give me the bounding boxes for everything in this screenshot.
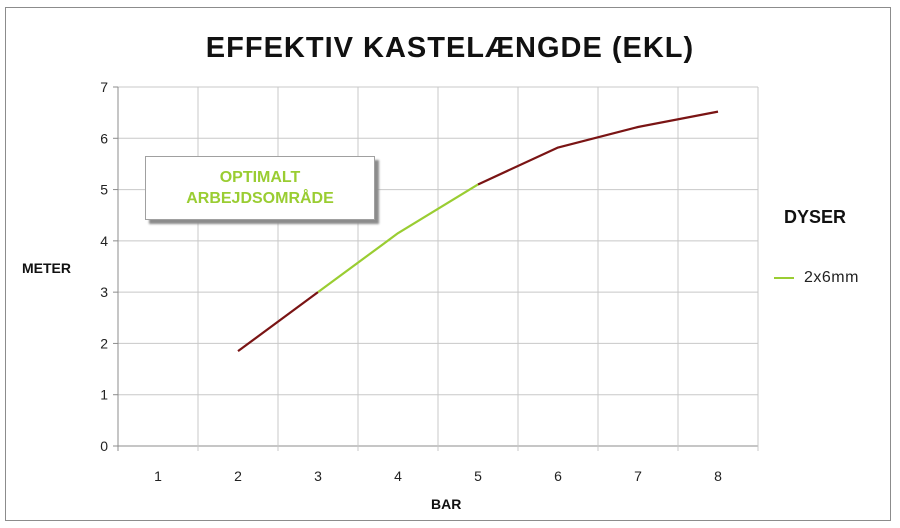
series-line-segment bbox=[317, 183, 479, 294]
y-tick-label: 7 bbox=[100, 79, 108, 95]
y-tick-label: 2 bbox=[100, 335, 108, 351]
x-tick-label: 7 bbox=[634, 468, 642, 484]
x-tick-label: 2 bbox=[234, 468, 242, 484]
y-axis-label: METER bbox=[22, 260, 71, 276]
y-tick-label: 6 bbox=[100, 130, 108, 146]
x-tick-label: 8 bbox=[714, 468, 722, 484]
series-line-segment bbox=[477, 110, 719, 186]
chart-title: EFFEKTIV KASTELÆNGDE (EKL) bbox=[205, 32, 695, 64]
y-tick-label: 1 bbox=[100, 387, 108, 403]
x-tick-label: 1 bbox=[154, 468, 162, 484]
legend-label: 2x6mm bbox=[804, 269, 859, 286]
x-tick-label: 5 bbox=[474, 468, 482, 484]
annotation-line-1: OPTIMALT bbox=[219, 169, 301, 186]
legend-item: 2x6mm bbox=[774, 268, 859, 288]
chart-frame bbox=[5, 7, 891, 521]
annotation-line-2: ARBEJDSOMRÅDE bbox=[186, 190, 334, 207]
series-line-segment bbox=[237, 291, 319, 353]
legend-swatch bbox=[774, 277, 794, 279]
y-tick-label: 3 bbox=[100, 284, 108, 300]
x-tick-label: 6 bbox=[554, 468, 562, 484]
y-tick-label: 4 bbox=[100, 233, 108, 249]
y-tick-label: 5 bbox=[100, 182, 108, 198]
legend-title: DYSER bbox=[784, 207, 847, 227]
x-tick-label: 4 bbox=[394, 468, 402, 484]
y-tick-label: 0 bbox=[100, 438, 108, 454]
x-axis-label: BAR bbox=[431, 496, 462, 512]
optimal-range-annotation: OPTIMALT ARBEJDSOMRÅDE bbox=[145, 156, 375, 220]
x-tick-label: 3 bbox=[314, 468, 322, 484]
